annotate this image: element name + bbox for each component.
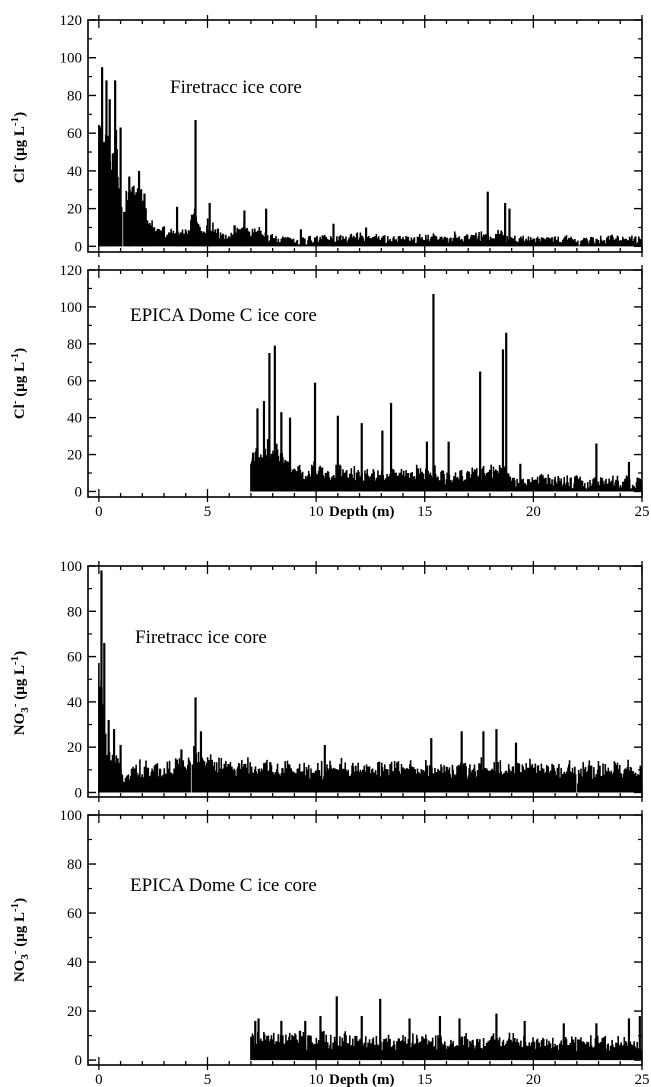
x-tick-label: 25 [635,504,650,520]
y-tick-label: 80 [67,337,82,353]
x-tick-label: 15 [417,1072,432,1087]
y-tick-label: 100 [60,51,83,67]
y-axis-title: NO3- (μg L-1) [9,898,31,982]
data-bars-dense [98,124,642,247]
y-tick-label: 100 [60,808,83,824]
chart-panel-3: 0 20 40 60 80 100 Firetracc ice core NO3- (μg L… [9,559,643,802]
data-spikes [252,293,631,492]
plot-frame [87,269,643,498]
panel-annotation: Firetracc ice core [170,77,302,98]
data-spikes [100,570,518,793]
x-axis-title: Depth (m) [329,1072,394,1087]
plot-frame [87,565,643,798]
chart-panel-1: 0 20 40 60 80 100 120 Firetracc ice core Cl- (μg… [9,13,643,257]
x-tick-label: 0 [95,504,103,520]
y-tick-label: 40 [67,955,82,971]
y-tick-label: 40 [67,695,82,711]
data-bars-dense [250,1030,642,1061]
chart-panel-2: 0 20 40 60 80 100 120 0 5 10 15 20 25 Depth (m) EPICA … [9,263,650,520]
y-tick-label: 40 [67,164,82,180]
x-tick-label: 15 [417,504,432,520]
y-tick-label: 120 [60,13,83,29]
panel-annotation: Firetracc ice core [135,627,267,648]
y-tick-label: 0 [75,785,83,801]
y-tick-label: 60 [67,650,82,666]
y-tick-label: 60 [67,906,82,922]
x-tick-label: 20 [526,1072,541,1087]
y-tick-label: 80 [67,88,82,104]
y-tick-label: 20 [67,448,82,464]
y-axis-title: Cl- (μg L-1) [9,348,28,419]
y-axis-title: NO3- (μg L-1) [9,651,31,735]
y-tick-label: 40 [67,411,82,427]
plot-frame [87,19,643,253]
chart-panel-4: 0 20 40 60 80 100 0 5 10 15 20 25 Depth (m) EPICA Dom… [9,808,650,1087]
x-tick-label: 0 [95,1072,103,1087]
data-bars-dense [98,663,642,793]
y-axis-title: Cl- (μg L-1) [9,112,28,183]
x-tick-label: 5 [204,504,212,520]
data-spikes [101,67,511,247]
x-tick-label: 20 [526,504,541,520]
x-tick-label: 10 [309,1072,324,1087]
y-tick-label: 60 [67,374,82,390]
y-tick-label: 80 [67,857,82,873]
y-tick-label: 0 [75,484,83,500]
y-tick-label: 120 [60,263,83,279]
x-tick-label: 10 [309,504,324,520]
y-tick-label: 0 [75,239,83,255]
panel-annotation: EPICA Dome C ice core [130,305,317,326]
y-tick-label: 0 [75,1053,83,1069]
y-tick-label: 100 [60,300,83,316]
plot-frame [87,814,643,1066]
y-tick-label: 20 [67,740,82,756]
y-tick-label: 80 [67,604,82,620]
data-spikes [254,996,641,1061]
x-tick-label: 25 [635,1072,650,1087]
panel-annotation: EPICA Dome C ice core [130,875,317,896]
y-tick-label: 20 [67,1004,82,1020]
y-tick-label: 60 [67,126,82,142]
x-axis-title: Depth (m) [329,504,394,520]
y-tick-label: 20 [67,202,82,218]
x-tick-label: 5 [204,1072,212,1087]
y-tick-label: 100 [60,559,83,575]
data-bars-dense [250,439,642,492]
